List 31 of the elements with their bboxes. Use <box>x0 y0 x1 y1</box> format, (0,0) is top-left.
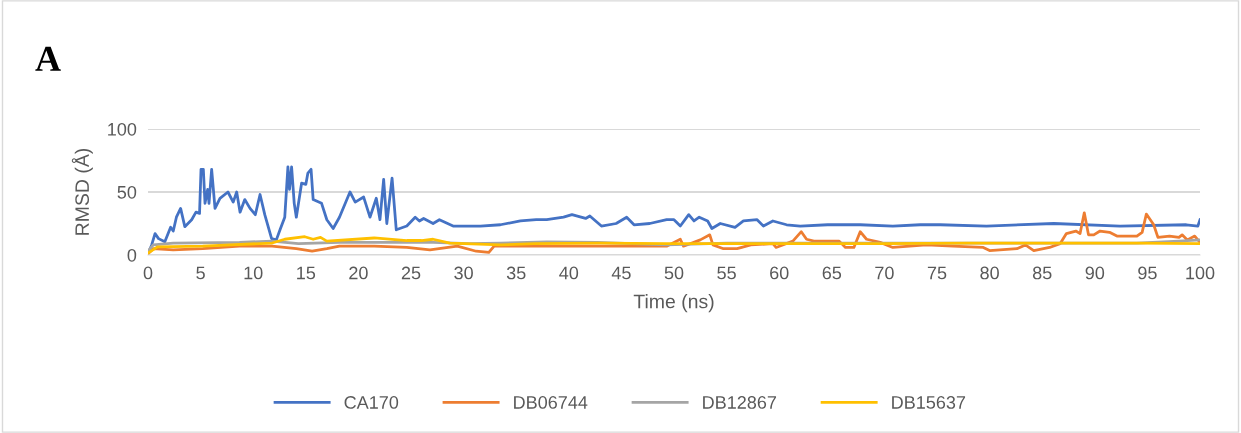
x-tick-label: 45 <box>611 266 631 280</box>
x-tick-label: 85 <box>1032 266 1052 280</box>
x-tick-label: 60 <box>770 266 789 280</box>
chart-title: A <box>35 46 61 71</box>
x-tick-label: 40 <box>559 266 579 280</box>
y-tick-label: 0 <box>127 248 137 262</box>
x-tick-label: 25 <box>401 266 421 280</box>
x-tick-label: 100 <box>1186 266 1215 280</box>
x-tick-label: 55 <box>717 266 736 280</box>
legend-label: DB06744 <box>514 396 588 409</box>
x-tick-label: 65 <box>822 266 842 280</box>
x-tick-label: 15 <box>297 266 316 280</box>
y-tick-label: 50 <box>117 185 137 199</box>
legend-label: DB15637 <box>892 396 966 409</box>
x-tick-label: 80 <box>980 266 999 280</box>
x-tick-label: 70 <box>875 266 894 280</box>
x-tick-label: 10 <box>244 266 263 280</box>
x-tick-label: 30 <box>454 266 473 280</box>
x-tick-label: 50 <box>664 266 684 280</box>
x-axis-title: Time (ns) <box>633 294 714 313</box>
x-tick-label: 90 <box>1085 266 1105 280</box>
y-tick-label: 100 <box>108 122 137 136</box>
y-axis-title: RMSD (Å) <box>71 148 93 235</box>
x-tick-label: 0 <box>143 266 153 280</box>
x-tick-label: 95 <box>1138 266 1157 280</box>
legend-label: CA170 <box>344 396 399 409</box>
x-tick-label: 75 <box>927 266 947 280</box>
x-tick-label: 20 <box>349 266 368 280</box>
x-tick-label: 5 <box>196 266 205 280</box>
legend-label: DB12867 <box>703 396 777 409</box>
x-tick-label: 35 <box>506 266 526 280</box>
